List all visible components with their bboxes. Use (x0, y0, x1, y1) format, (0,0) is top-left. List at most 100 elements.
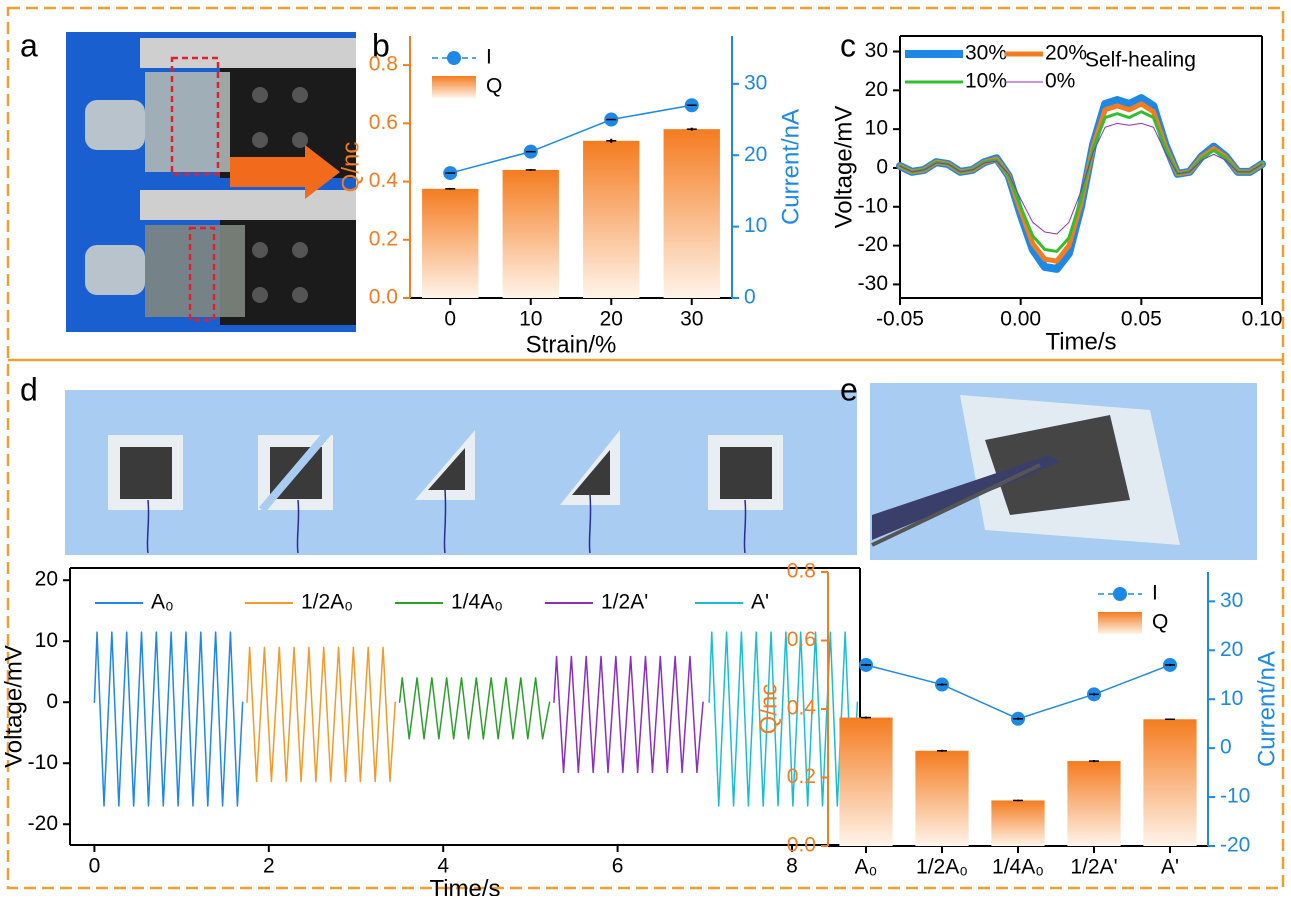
y-tick-label: 20 (35, 568, 58, 591)
legend-label: A₀ (151, 591, 174, 614)
x-tick-label: 10 (519, 308, 542, 331)
x-tick-label: 1/2A' (1070, 856, 1117, 879)
legend-label: I (1152, 582, 1158, 605)
legend-point (1113, 587, 1127, 601)
series-line (900, 104, 1262, 261)
y-tick-label: 0.8 (787, 560, 816, 583)
y-tick-label: 0.6 (787, 628, 816, 651)
y-tick-label: 20 (1220, 638, 1243, 661)
y-tick-label: -10 (28, 751, 58, 774)
photo-d (65, 390, 857, 555)
bar (664, 129, 720, 298)
y2-axis-title: Current/nA (777, 109, 804, 225)
x-tick-label: 0.05 (1121, 308, 1162, 331)
y-tick-label: 0.0 (369, 286, 398, 309)
bar (915, 751, 968, 846)
panel-label: c (840, 27, 856, 63)
panel-label: d (20, 371, 38, 407)
legend-label: 1/2A₀ (301, 591, 353, 614)
y-tick-label: 10 (1220, 687, 1243, 710)
series-line (554, 656, 703, 772)
legend-point (447, 51, 461, 65)
bar (503, 170, 559, 298)
legend-label: 1/2A' (601, 591, 648, 614)
y-tick-label: 0.8 (369, 53, 398, 76)
x-tick-label: 4 (437, 855, 449, 878)
y-tick-label: 10 (865, 117, 888, 140)
figure: a b c d e 0.00.20.40.60.801020300102030Q… (0, 0, 1291, 896)
x-tick-label: 2 (263, 855, 275, 878)
series-line (900, 98, 1262, 269)
legend-swatch (432, 76, 476, 98)
legend-label: Q (486, 75, 502, 98)
x-tick-label: 0.10 (1242, 308, 1283, 331)
y-axis-title: Voltage/mV (0, 645, 27, 768)
legend-label: 30% (965, 42, 1007, 65)
y-tick-label: 0 (744, 286, 756, 309)
y-tick-label: -20 (28, 812, 58, 835)
x-tick-label: 0.00 (1000, 308, 1041, 331)
legend-label: 10% (965, 70, 1007, 93)
panel-label: e (840, 371, 858, 407)
photo-a (66, 32, 356, 332)
y-tick-label: 0.6 (369, 111, 398, 134)
series-line (94, 632, 242, 806)
x-tick-label: 1/4A₀ (992, 856, 1044, 879)
x-axis-title: Time/s (1045, 328, 1116, 355)
y-tick-label: 30 (744, 71, 767, 94)
y-tick-label: 10 (744, 214, 767, 237)
bar (422, 189, 478, 298)
legend-label: 0% (1045, 70, 1075, 93)
legend-label: 20% (1045, 42, 1087, 65)
legend-swatch (1098, 612, 1142, 634)
y-axis-title: Q/nc (755, 684, 782, 735)
legend-label: A' (751, 591, 769, 614)
series-line (709, 632, 857, 806)
y-tick-label: -10 (858, 194, 888, 217)
annotation: Self-healing (1085, 49, 1196, 72)
y-tick-label: 0 (46, 690, 58, 713)
x-tick-label: A' (1161, 856, 1179, 879)
bar (1143, 719, 1196, 846)
y-tick-label: 10 (35, 629, 58, 652)
x-tick-label: -0.05 (876, 308, 924, 331)
y-tick-label: 0.2 (369, 227, 398, 250)
x-tick-label: 0 (89, 855, 101, 878)
y-tick-label: -20 (858, 233, 888, 256)
y-tick-label: 0.4 (787, 697, 817, 720)
series-line (866, 665, 1170, 719)
x-tick-label: 1/2A₀ (916, 856, 968, 879)
y-tick-label: 20 (744, 143, 767, 166)
bar (991, 800, 1044, 846)
x-tick-label: 8 (786, 855, 798, 878)
y-tick-label: 30 (1220, 589, 1243, 612)
bar (583, 141, 639, 298)
y-tick-label: 0 (876, 156, 888, 179)
series-line (900, 112, 1262, 252)
y-tick-label: -10 (1220, 785, 1250, 808)
series-line (400, 678, 550, 739)
y-axis-title: Q/nc (337, 142, 364, 193)
legend-label: 1/4A₀ (451, 591, 503, 614)
photo-e (870, 383, 1257, 560)
legend-label: I (486, 46, 492, 69)
x-axis-title: Time/s (429, 875, 500, 896)
y2-axis-title: Current/nA (1253, 651, 1280, 767)
y-tick-label: -20 (1220, 834, 1250, 857)
series-line (450, 105, 692, 173)
y-tick-label: 0.4 (369, 169, 399, 192)
x-tick-label: 20 (600, 308, 623, 331)
bar (839, 718, 892, 846)
panel-label: a (20, 27, 38, 63)
legend-label: Q (1152, 611, 1168, 634)
series-line (247, 647, 395, 781)
y-tick-label: 0.0 (787, 834, 816, 857)
y-tick-label: 0.2 (787, 765, 816, 788)
y-tick-label: 20 (865, 78, 888, 101)
x-axis-title: Strain/% (526, 331, 617, 358)
x-tick-label: 0 (444, 308, 456, 331)
bar (1067, 761, 1120, 846)
x-tick-label: 30 (680, 308, 703, 331)
y-tick-label: -30 (858, 272, 888, 295)
x-tick-label: 6 (612, 855, 624, 878)
